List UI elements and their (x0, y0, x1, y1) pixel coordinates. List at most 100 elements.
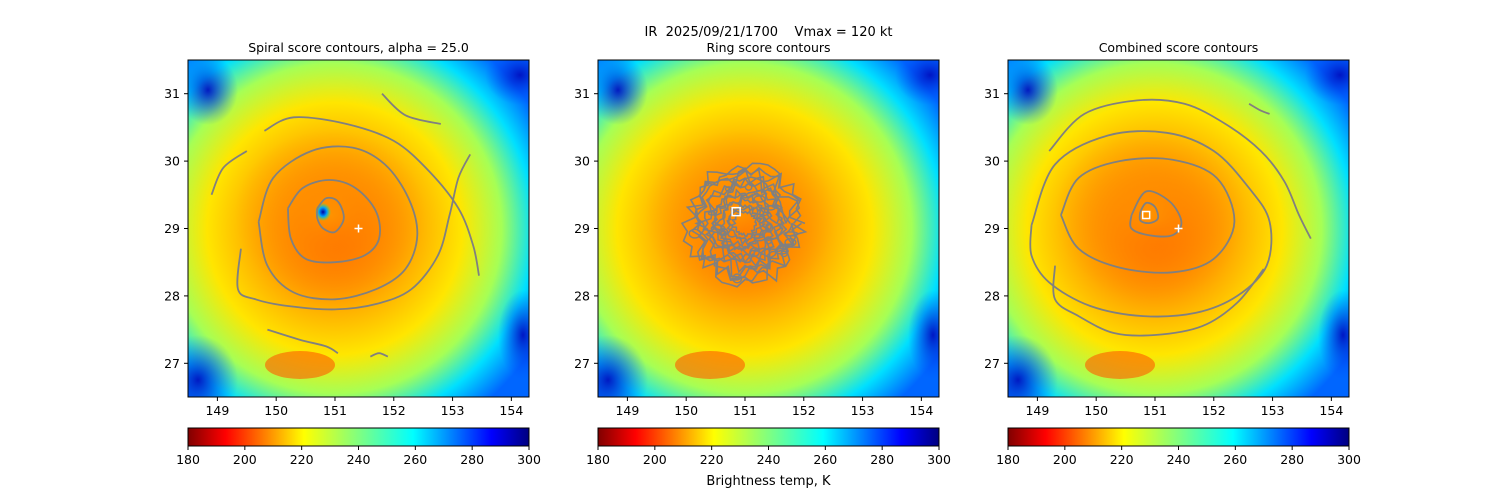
colorbar-tick-label: 240 (757, 452, 781, 467)
ring-contour (726, 202, 765, 247)
score-contour (1029, 130, 1273, 318)
y-tick-label: 28 (164, 288, 180, 303)
x-tick-label: 150 (674, 403, 698, 418)
ring-contour (689, 168, 806, 284)
ring-markers (731, 206, 741, 217)
colorbar-tick-label: 280 (870, 452, 894, 467)
ring-contour (702, 177, 784, 268)
colorbar-tick-label: 220 (290, 452, 314, 467)
y-tick-label: 31 (574, 86, 590, 101)
x-tick-label: 152 (1202, 403, 1226, 418)
spiral-contours (210, 93, 480, 358)
ring-contour (731, 209, 758, 238)
ring-panel-title: Ring score contours (706, 40, 830, 55)
ring-contour-fragment (750, 233, 764, 239)
colorbar-tick-label: 280 (1280, 452, 1304, 467)
score-contour (267, 328, 339, 354)
ring-contour-fragment (732, 273, 743, 284)
spiral-panel-title: Spiral score contours, alpha = 25.0 (248, 40, 469, 55)
ring-contour-fragment (707, 211, 717, 216)
ring-contour-fragment (724, 186, 733, 192)
y-tick-label: 29 (574, 221, 590, 236)
y-tick-label: 27 (984, 356, 1000, 371)
ring-contour-fragment (764, 236, 773, 245)
ring-contour-fragment (688, 228, 702, 239)
ring-contour-fragment (756, 207, 770, 217)
x-tick-label: 153 (441, 403, 465, 418)
combined-max-marker (1141, 210, 1151, 220)
colorbar-tick-label: 200 (1053, 452, 1077, 467)
score-contour (287, 179, 381, 264)
x-tick-label: 149 (205, 403, 229, 418)
ring-contour-fragment (764, 222, 774, 233)
x-tick-label: 150 (1084, 403, 1108, 418)
x-tick-label: 152 (792, 403, 816, 418)
ring-contour-fragment (721, 240, 733, 246)
x-tick-label: 154 (499, 403, 523, 418)
ring-contour-fragment (783, 231, 799, 237)
ring-contour-fragment (718, 227, 729, 237)
x-tick-label: 153 (851, 403, 875, 418)
ring-contour-fragment (765, 204, 776, 211)
score-contour (1060, 157, 1236, 274)
combined-ir-image (1008, 60, 1349, 397)
colorbar-tick-label: 220 (700, 452, 724, 467)
spiral-axis-ticks: 149 150 151 152 153 154 27 28 29 30 31 (164, 86, 523, 418)
y-tick-label: 30 (984, 154, 1000, 169)
colorbar-tick-label: 300 (1337, 452, 1361, 467)
score-contour (1052, 265, 1265, 337)
ring-contour-fragment (780, 250, 788, 258)
y-tick-label: 27 (164, 356, 180, 371)
y-tick-label: 29 (984, 221, 1000, 236)
ring-score-panel: Ring score contours 149 150 151 152 153 154 27… (574, 40, 940, 418)
score-contour (236, 153, 472, 311)
colorbar-tick-label: 240 (1167, 452, 1191, 467)
colorbar-tick-label: 300 (517, 452, 541, 467)
score-contour (210, 150, 248, 196)
ring-contour-fragment (756, 215, 767, 224)
colorbar-tick-label: 260 (813, 452, 837, 467)
x-tick-label: 151 (323, 403, 347, 418)
score-contour (1048, 98, 1312, 240)
colorbar-tick-label: 220 (1110, 452, 1134, 467)
x-tick-label: 149 (615, 403, 639, 418)
colorbar-tick-label: 200 (643, 452, 667, 467)
spiral-markers (354, 224, 363, 233)
colorbar-tick-label: 240 (347, 452, 371, 467)
combined-colorbar: 180 200 220 240 260 280 300 (996, 427, 1361, 467)
x-tick-label: 154 (1319, 403, 1343, 418)
ring-colorbar-ticks: 180 200 220 240 260 280 300 (586, 446, 951, 467)
colorbar-tick-label: 180 (586, 452, 610, 467)
combined-contours (1029, 98, 1312, 337)
ring-axis-ticks: 149 150 151 152 153 154 27 28 29 30 31 (574, 86, 933, 418)
score-contour (263, 116, 480, 276)
ring-contour (694, 165, 801, 282)
y-tick-label: 28 (984, 288, 1000, 303)
y-tick-label: 31 (164, 86, 180, 101)
y-tick-label: 29 (164, 221, 180, 236)
combined-score-panel: Combined score contours 149 150 151 152 153 1… (984, 40, 1350, 418)
combined-markers (1141, 210, 1183, 233)
colorbar-tick-label: 300 (927, 452, 951, 467)
colorbar-tick-label: 280 (460, 452, 484, 467)
spiral-score-panel: Spiral score contours, alpha = 25.0 149 1… (164, 40, 530, 418)
x-tick-label: 150 (264, 403, 288, 418)
score-contour (257, 145, 419, 301)
score-contour (1248, 103, 1270, 115)
score-contour (1138, 201, 1160, 225)
colorbar-tick-label: 180 (996, 452, 1020, 467)
ring-ir-image (598, 60, 939, 397)
score-contour (381, 93, 442, 125)
y-tick-label: 28 (574, 288, 590, 303)
score-contour (316, 196, 345, 234)
ring-colorbar: 180 200 220 240 260 280 300 (586, 427, 951, 467)
x-tick-label: 152 (382, 403, 406, 418)
ring-contours (680, 162, 808, 288)
score-contour (369, 352, 389, 358)
combined-axis-ticks: 149 150 151 152 153 154 27 28 29 30 31 (984, 86, 1343, 418)
x-tick-label: 151 (733, 403, 757, 418)
ring-contour-fragment (744, 183, 753, 191)
colorbar-tick-label: 180 (176, 452, 200, 467)
spiral-ir-image (188, 60, 529, 397)
